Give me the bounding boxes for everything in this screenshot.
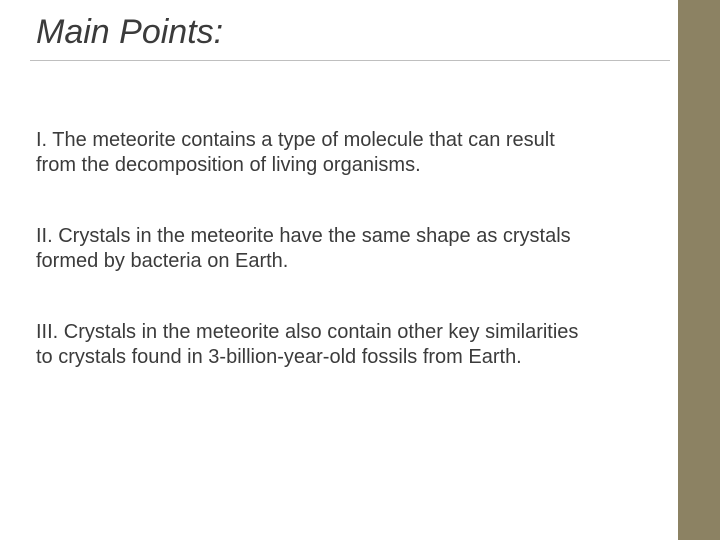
accent-bar <box>678 0 720 540</box>
title-underline <box>30 60 670 61</box>
main-point-3: III. Crystals in the meteorite also cont… <box>36 320 596 370</box>
slide: Main Points: I. The meteorite contains a… <box>0 0 720 540</box>
main-point-1: I. The meteorite contains a type of mole… <box>36 128 596 178</box>
main-point-2: II. Crystals in the meteorite have the s… <box>36 224 596 274</box>
slide-title: Main Points: <box>36 14 223 51</box>
